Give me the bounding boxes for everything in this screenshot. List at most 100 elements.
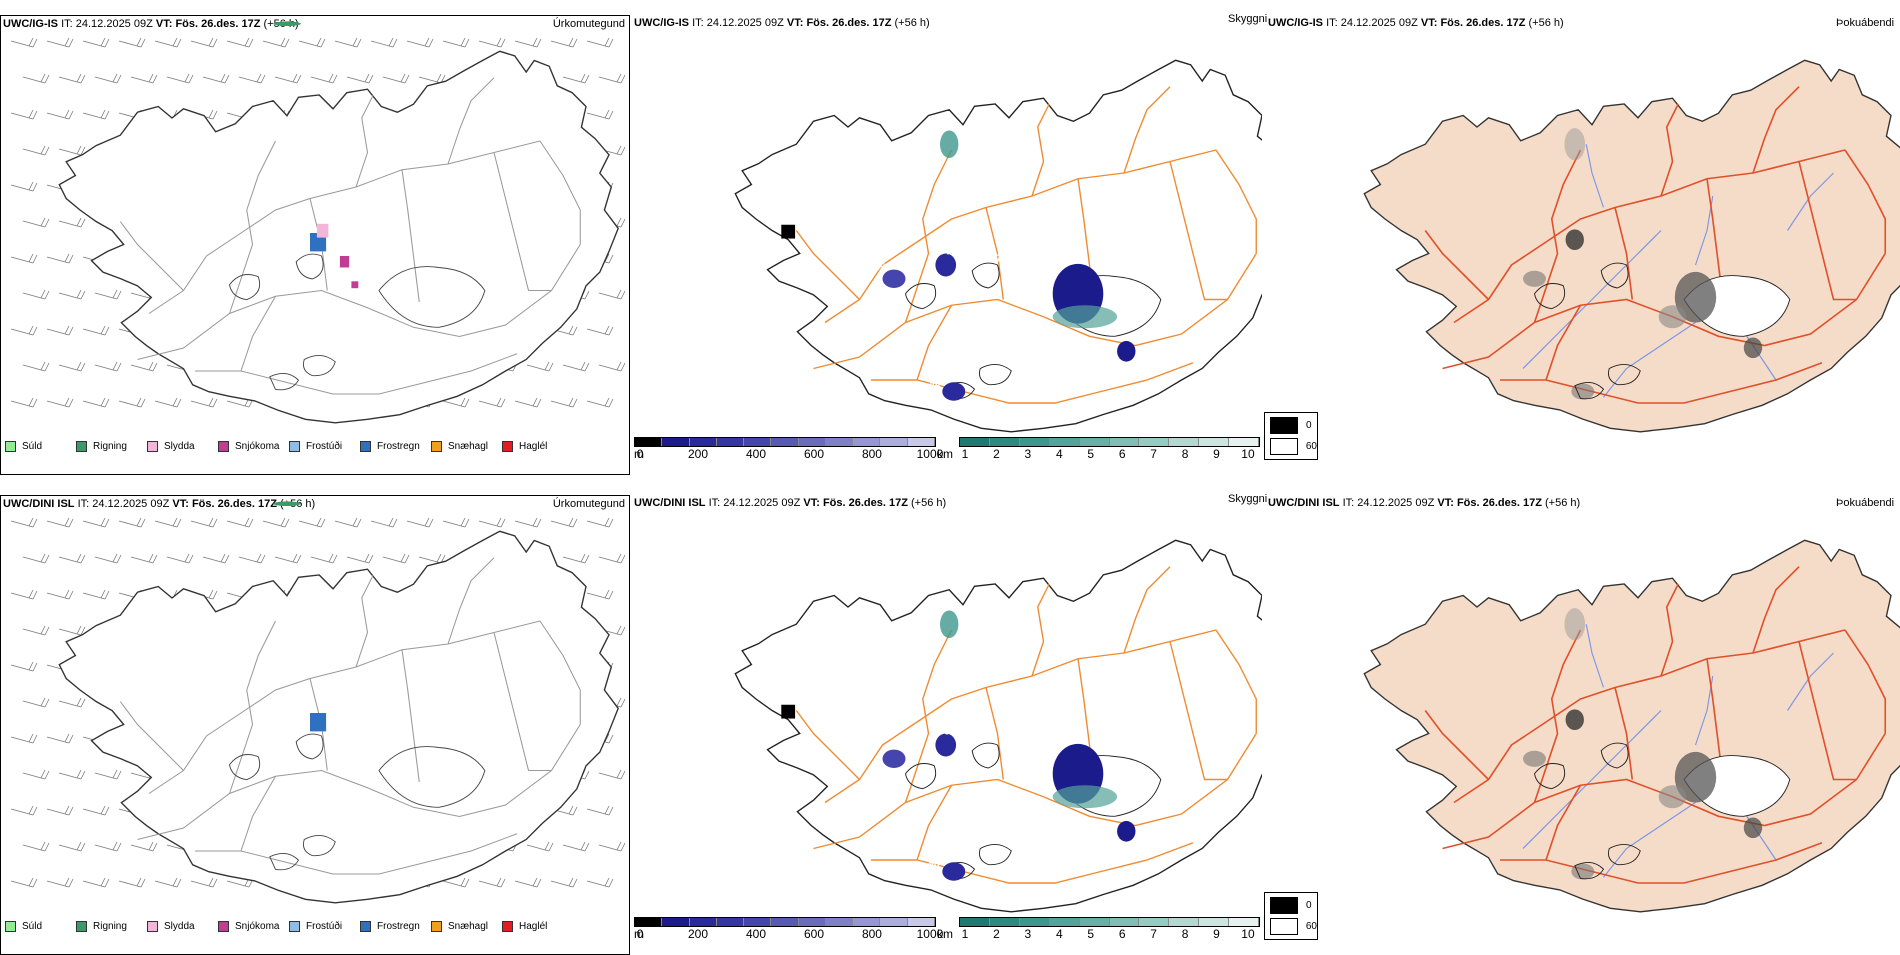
road-line bbox=[1545, 304, 1582, 381]
wind-barb bbox=[64, 253, 70, 263]
road-line bbox=[1499, 841, 1823, 884]
glacier-outline bbox=[1534, 283, 1566, 310]
colorbar-cell bbox=[1079, 438, 1110, 446]
glacier-outline bbox=[1534, 763, 1566, 790]
wind-barb bbox=[608, 398, 614, 408]
wind-barb bbox=[44, 362, 50, 372]
wind-barb bbox=[584, 74, 590, 84]
panel-header: UWC/DINI ISL IT: 24.12.2025 09Z VT: Fös.… bbox=[634, 497, 947, 509]
wind-barb bbox=[580, 361, 586, 371]
wind-barb bbox=[104, 398, 110, 408]
wind-barb bbox=[616, 697, 622, 707]
visibility-colorbar-bar bbox=[959, 437, 1260, 447]
wind-barb bbox=[152, 362, 158, 372]
wind-barb bbox=[44, 146, 50, 156]
road-line bbox=[539, 620, 581, 725]
colorbar-cell bbox=[1199, 438, 1230, 446]
wind-barb bbox=[616, 841, 622, 851]
low-visibility-area bbox=[1052, 305, 1118, 329]
colorbar-tick-label: 1000 bbox=[916, 447, 944, 461]
low-ceiling-area bbox=[1117, 340, 1136, 362]
road-line bbox=[813, 733, 1257, 850]
colorbar-cell bbox=[1079, 918, 1110, 926]
wind-barb bbox=[460, 397, 466, 407]
colorbar-cell bbox=[825, 438, 854, 446]
wind-barb bbox=[616, 217, 622, 227]
wind-barb bbox=[68, 590, 74, 600]
visibility-map bbox=[734, 59, 1262, 433]
wind-barb bbox=[404, 554, 410, 564]
road-line bbox=[447, 77, 495, 165]
colorbar-tick-label: 1000 bbox=[916, 927, 944, 941]
wind-barb bbox=[28, 109, 34, 119]
low-ceiling-area bbox=[882, 269, 906, 288]
fog-panel-row1: UWC/IG-IS IT: 24.12.2025 09Z VT: Fös. 26… bbox=[1264, 15, 1900, 475]
wind-barb bbox=[464, 398, 470, 408]
legend-item-rigning: Rigning bbox=[76, 921, 147, 932]
wind-barb bbox=[320, 38, 326, 48]
fog-area bbox=[1674, 271, 1717, 323]
wind-barb bbox=[136, 397, 142, 407]
road-line bbox=[1798, 161, 1857, 301]
colorbar-tick-label: 4 bbox=[1055, 927, 1063, 941]
colorbar-tick-label: 2 bbox=[993, 447, 1000, 461]
legend-item-frostudi: Frostúði bbox=[289, 441, 360, 452]
glacier-outline bbox=[229, 754, 261, 781]
road-line bbox=[1614, 207, 1634, 300]
wind-barb bbox=[40, 289, 46, 299]
legend-swatch bbox=[5, 441, 16, 452]
colorbar-tick-label: 3 bbox=[1024, 447, 1032, 461]
wind-barb bbox=[256, 73, 262, 83]
colorbar-tick-label: 0 bbox=[636, 447, 644, 461]
river-line bbox=[1787, 172, 1834, 231]
wind-barb bbox=[428, 38, 434, 48]
wind-barb bbox=[604, 805, 610, 815]
wind-barb bbox=[536, 398, 542, 408]
wind-barb bbox=[296, 74, 302, 84]
colorbar-tick-label: 200 bbox=[688, 927, 709, 941]
iceland-coastline bbox=[734, 539, 1262, 913]
wind-barb bbox=[136, 877, 142, 887]
wind-barb bbox=[68, 110, 74, 120]
visibility-map bbox=[734, 539, 1262, 913]
wind-barb bbox=[148, 841, 154, 851]
road-line bbox=[985, 687, 1004, 780]
road-line bbox=[447, 557, 495, 645]
colorbar-cell bbox=[960, 918, 990, 926]
wind-barb bbox=[328, 73, 334, 83]
wind-barb bbox=[44, 770, 50, 780]
wind-barb bbox=[80, 770, 86, 780]
glacier-outline bbox=[1574, 862, 1605, 880]
wind-barb bbox=[604, 253, 610, 263]
fog-area bbox=[1743, 817, 1763, 839]
ceiling-colorbar-ticks: m 0 200 400 600 800 1000 bbox=[634, 927, 944, 941]
road-line bbox=[1215, 629, 1257, 734]
road-line bbox=[795, 230, 860, 300]
colorbar-cell bbox=[662, 438, 690, 446]
wind-barb bbox=[76, 289, 82, 299]
wind-barb bbox=[112, 769, 118, 779]
road-line bbox=[1031, 583, 1050, 677]
ceiling-label: 62 bbox=[1061, 334, 1073, 346]
legend-swatch bbox=[147, 441, 158, 452]
wind-barb bbox=[76, 73, 82, 83]
road-line bbox=[1752, 86, 1800, 174]
ceiling-colorbar-ticks: m 0 200 400 600 800 1000 bbox=[634, 447, 944, 461]
road-line bbox=[539, 140, 581, 245]
wind-barb bbox=[212, 878, 218, 888]
colorbar-cell bbox=[662, 918, 690, 926]
iceland-coastline bbox=[58, 530, 619, 904]
wind-barb bbox=[568, 397, 574, 407]
wind-barb bbox=[604, 589, 610, 599]
wind-barb bbox=[104, 38, 110, 48]
legend-item-haglel: Haglél bbox=[502, 921, 573, 932]
colorbar-cell bbox=[1109, 438, 1140, 446]
glacier-outline bbox=[378, 746, 486, 808]
ceiling-label: 87 bbox=[990, 253, 1002, 265]
legend-swatch bbox=[5, 921, 16, 932]
colorbar-cell bbox=[907, 438, 935, 446]
wind-barb bbox=[64, 733, 70, 743]
wind-barb bbox=[208, 877, 214, 887]
wind-barb bbox=[116, 554, 122, 564]
wind-barb bbox=[76, 841, 82, 851]
